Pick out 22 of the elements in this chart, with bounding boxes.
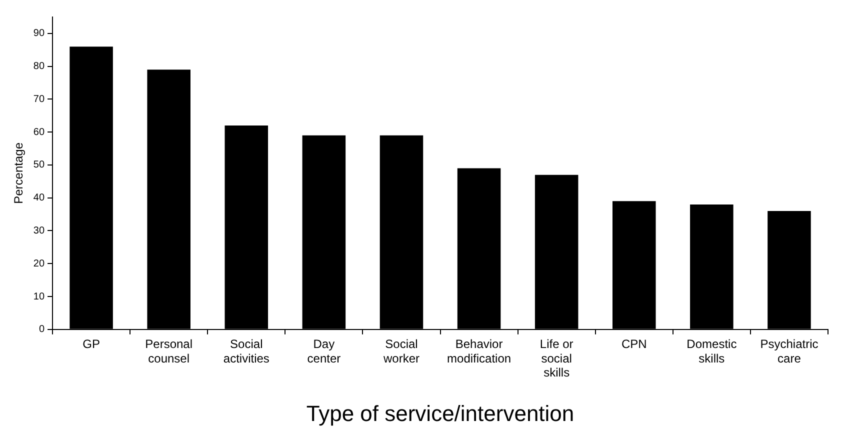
x-tick-label: GP	[82, 336, 100, 351]
x-tick-label: Day center	[307, 336, 341, 366]
x-tick-label: Life or social skills	[540, 336, 574, 380]
y-tick-label: 90	[33, 28, 45, 40]
x-tick-label: Psychiatric care	[760, 336, 818, 366]
x-tick-label: Behavior modification	[447, 336, 512, 366]
y-tick-label: 50	[33, 160, 45, 171]
y-tick-label: 60	[33, 126, 45, 138]
y-tick-label: 10	[33, 291, 45, 302]
y-tick-label: 80	[33, 61, 45, 72]
y-tick-label: 40	[33, 192, 45, 204]
y-tick-label: 30	[33, 225, 45, 236]
y-tick-label: 70	[33, 94, 45, 105]
x-tick-label: Social activities	[223, 336, 270, 366]
x-tick-label: CPN	[621, 336, 647, 351]
x-tick-label: Social worker	[382, 336, 420, 366]
y-tick-label: 0	[38, 324, 45, 336]
y-tick-label: 20	[33, 258, 45, 270]
x-tick-label: Personal counsel	[145, 336, 193, 366]
x-axis-title: Type of service/intervention	[306, 400, 574, 426]
y-axis-title: Percentage	[12, 142, 26, 204]
x-tick-label: Domestic skills	[686, 336, 737, 366]
